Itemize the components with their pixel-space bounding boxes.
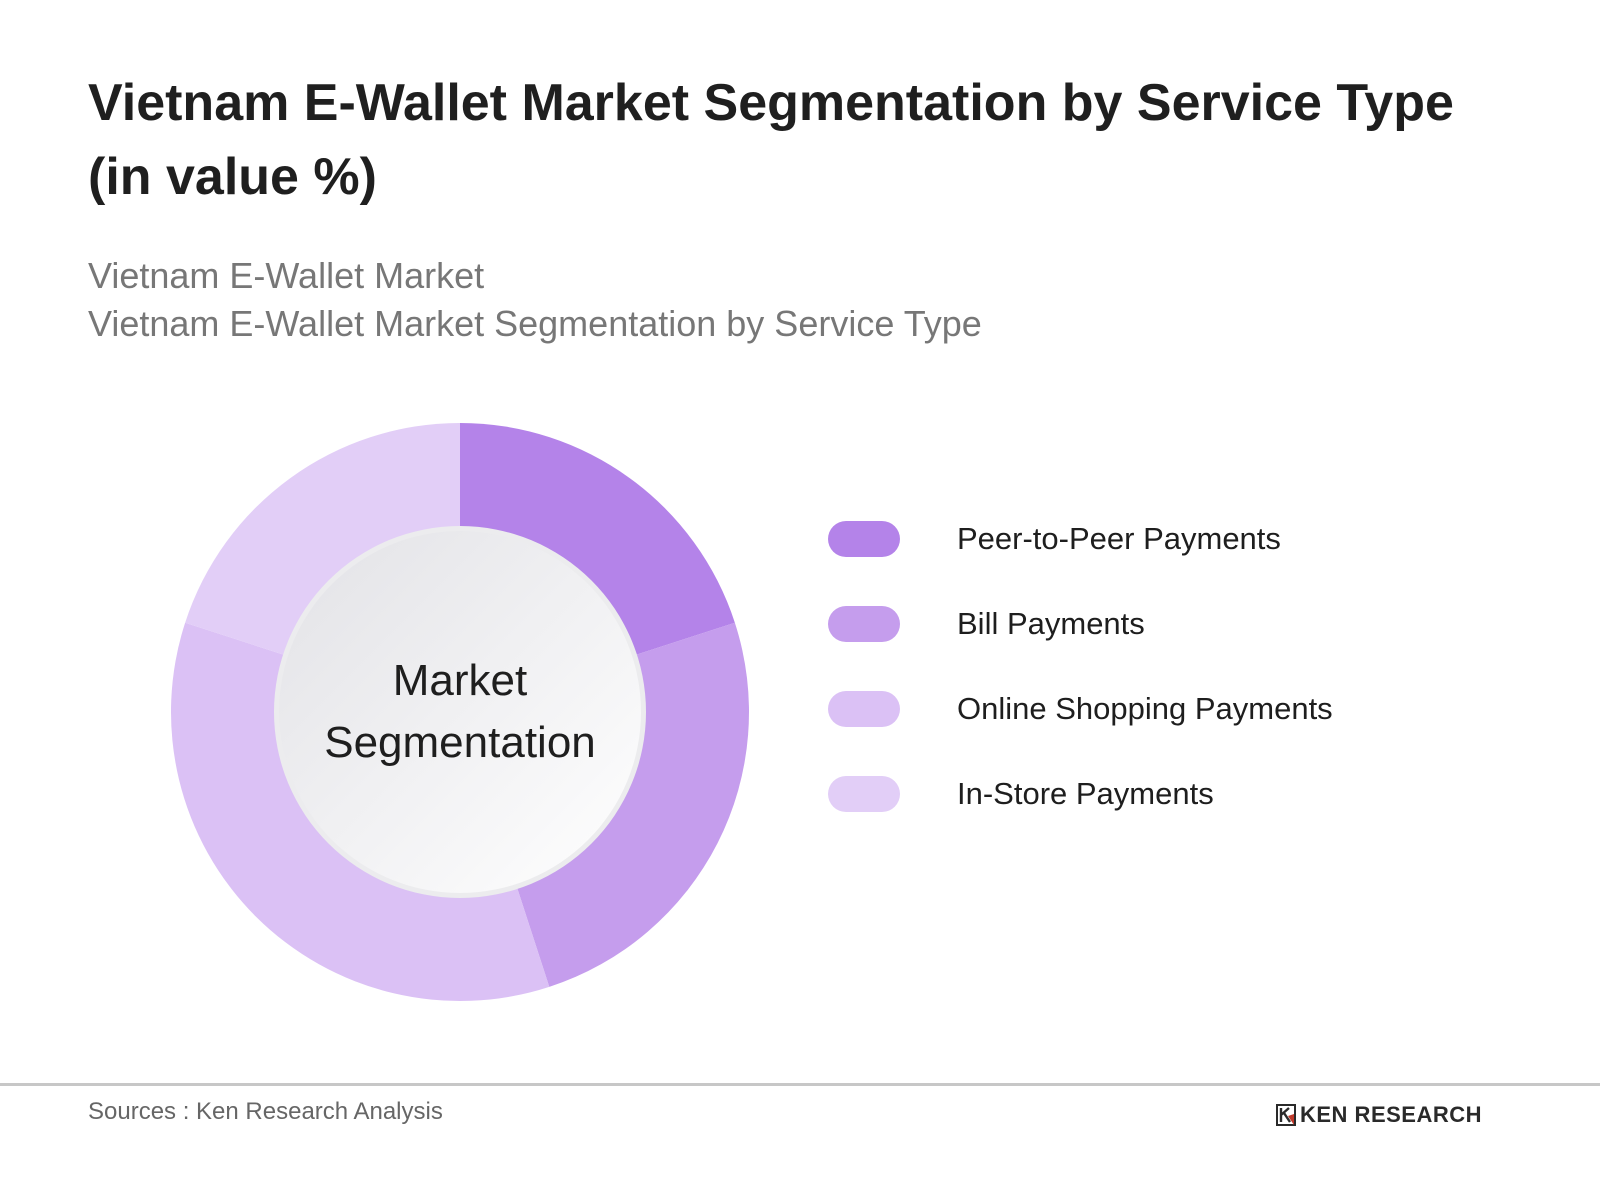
legend-item-peer-to-peer: Peer-to-Peer Payments	[828, 518, 1333, 560]
legend-label: Online Shopping Payments	[957, 691, 1333, 726]
legend-item-in-store: In-Store Payments	[828, 773, 1333, 815]
center-label: Market Segmentation	[275, 527, 645, 897]
center-label-line-1: Market	[392, 656, 528, 705]
legend-item-bill-payments: Bill Payments	[828, 603, 1333, 645]
center-label-line-2: Segmentation	[324, 718, 596, 767]
chart-subtitle: Vietnam E-Wallet Market Vietnam E-Wallet…	[88, 252, 982, 348]
ken-research-logo-icon	[1276, 1104, 1296, 1126]
donut-chart	[170, 423, 750, 1002]
subtitle-line-1: Vietnam E-Wallet Market	[88, 255, 485, 296]
legend-swatch	[828, 776, 900, 812]
subtitle-line-2: Vietnam E-Wallet Market Segmentation by …	[88, 303, 982, 344]
center-circle	[279, 531, 641, 893]
ken-research-logo: KEN RESEARCH	[1276, 1102, 1482, 1128]
sources-note: Sources : Ken Research Analysis	[88, 1098, 443, 1125]
legend-swatch	[828, 691, 900, 727]
legend-item-online-shopping: Online Shopping Payments	[828, 688, 1333, 730]
legend: Peer-to-Peer Payments Bill Payments Onli…	[828, 518, 1333, 858]
footer-divider	[0, 1083, 1600, 1086]
legend-label: Bill Payments	[957, 606, 1145, 641]
logo-text: KEN RESEARCH	[1300, 1102, 1483, 1127]
chart-title: Vietnam E-Wallet Market Segmentation by …	[88, 74, 1454, 206]
legend-swatch	[828, 606, 900, 642]
legend-swatch	[828, 521, 900, 557]
legend-label: In-Store Payments	[957, 776, 1214, 811]
legend-label: Peer-to-Peer Payments	[957, 521, 1281, 556]
